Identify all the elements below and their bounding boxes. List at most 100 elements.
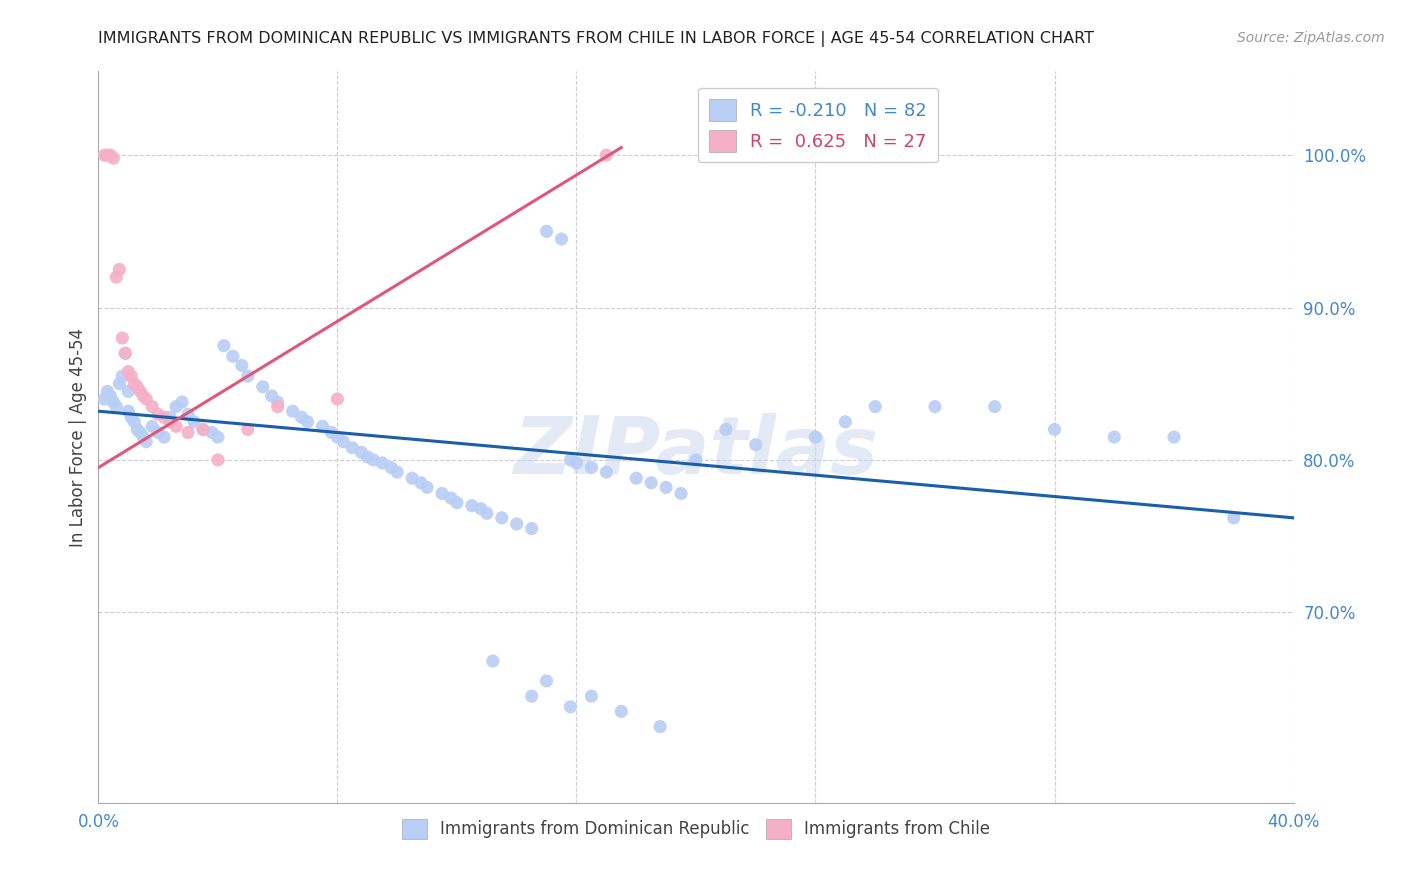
- Point: [560, 453, 582, 467]
- Point: [595, 148, 617, 162]
- Point: [311, 419, 333, 434]
- Point: [865, 400, 887, 414]
- Point: [191, 422, 214, 436]
- Text: ZIPatlas: ZIPatlas: [513, 413, 879, 491]
- Point: [117, 384, 139, 399]
- Point: [321, 425, 343, 440]
- Point: [804, 430, 827, 444]
- Point: [120, 410, 142, 425]
- Point: [536, 224, 558, 238]
- Point: [380, 460, 402, 475]
- Point: [172, 395, 194, 409]
- Point: [201, 425, 224, 440]
- Point: [430, 486, 453, 500]
- Point: [650, 720, 672, 734]
- Point: [236, 369, 259, 384]
- Point: [191, 422, 214, 436]
- Y-axis label: In Labor Force | Age 45-54: In Labor Force | Age 45-54: [69, 327, 87, 547]
- Point: [640, 475, 662, 490]
- Point: [98, 389, 122, 403]
- Point: [745, 438, 768, 452]
- Point: [141, 400, 163, 414]
- Point: [411, 475, 433, 490]
- Point: [1223, 511, 1246, 525]
- Point: [153, 410, 176, 425]
- Point: [212, 339, 235, 353]
- Point: [111, 369, 134, 384]
- Point: [520, 521, 543, 535]
- Point: [153, 430, 176, 444]
- Point: [93, 392, 115, 406]
- Point: [491, 511, 513, 525]
- Point: [655, 480, 678, 494]
- Point: [252, 380, 274, 394]
- Point: [114, 346, 136, 360]
- Point: [385, 465, 409, 479]
- Point: [236, 422, 259, 436]
- Point: [96, 384, 118, 399]
- Point: [401, 471, 423, 485]
- Point: [446, 495, 468, 509]
- Point: [461, 499, 484, 513]
- Point: [207, 430, 229, 444]
- Point: [565, 456, 588, 470]
- Point: [326, 430, 349, 444]
- Point: [132, 430, 155, 444]
- Point: [363, 453, 385, 467]
- Point: [159, 410, 181, 425]
- Point: [103, 151, 125, 165]
- Point: [129, 425, 152, 440]
- Point: [120, 369, 142, 384]
- Point: [440, 491, 463, 505]
- Point: [685, 453, 707, 467]
- Point: [222, 349, 245, 363]
- Point: [114, 346, 136, 360]
- Point: [482, 654, 505, 668]
- Point: [177, 407, 200, 421]
- Point: [111, 331, 134, 345]
- Point: [326, 392, 349, 406]
- Point: [924, 400, 946, 414]
- Point: [536, 673, 558, 688]
- Point: [714, 422, 737, 436]
- Text: IMMIGRANTS FROM DOMINICAN REPUBLIC VS IMMIGRANTS FROM CHILE IN LABOR FORCE | AGE: IMMIGRANTS FROM DOMINICAN REPUBLIC VS IM…: [98, 31, 1094, 47]
- Point: [148, 425, 170, 440]
- Point: [127, 422, 149, 436]
- Point: [93, 148, 115, 162]
- Point: [520, 689, 543, 703]
- Point: [1163, 430, 1185, 444]
- Point: [231, 359, 253, 373]
- Point: [132, 389, 155, 403]
- Point: [177, 425, 200, 440]
- Point: [610, 705, 633, 719]
- Point: [595, 465, 617, 479]
- Point: [103, 395, 125, 409]
- Point: [581, 460, 603, 475]
- Point: [159, 415, 181, 429]
- Point: [342, 441, 364, 455]
- Point: [129, 384, 152, 399]
- Point: [135, 392, 157, 406]
- Point: [124, 415, 146, 429]
- Point: [117, 404, 139, 418]
- Point: [281, 404, 304, 418]
- Point: [165, 419, 187, 434]
- Point: [1104, 430, 1126, 444]
- Point: [96, 148, 118, 162]
- Point: [165, 400, 187, 414]
- Point: [581, 689, 603, 703]
- Point: [626, 471, 648, 485]
- Point: [267, 395, 290, 409]
- Point: [416, 480, 439, 494]
- Point: [1043, 422, 1066, 436]
- Text: Source: ZipAtlas.com: Source: ZipAtlas.com: [1237, 31, 1385, 45]
- Legend: Immigrants from Dominican Republic, Immigrants from Chile: Immigrants from Dominican Republic, Immi…: [395, 812, 997, 846]
- Point: [141, 419, 163, 434]
- Point: [291, 410, 314, 425]
- Point: [260, 389, 283, 403]
- Point: [105, 400, 128, 414]
- Point: [350, 445, 373, 459]
- Point: [834, 415, 856, 429]
- Point: [183, 415, 205, 429]
- Point: [371, 456, 394, 470]
